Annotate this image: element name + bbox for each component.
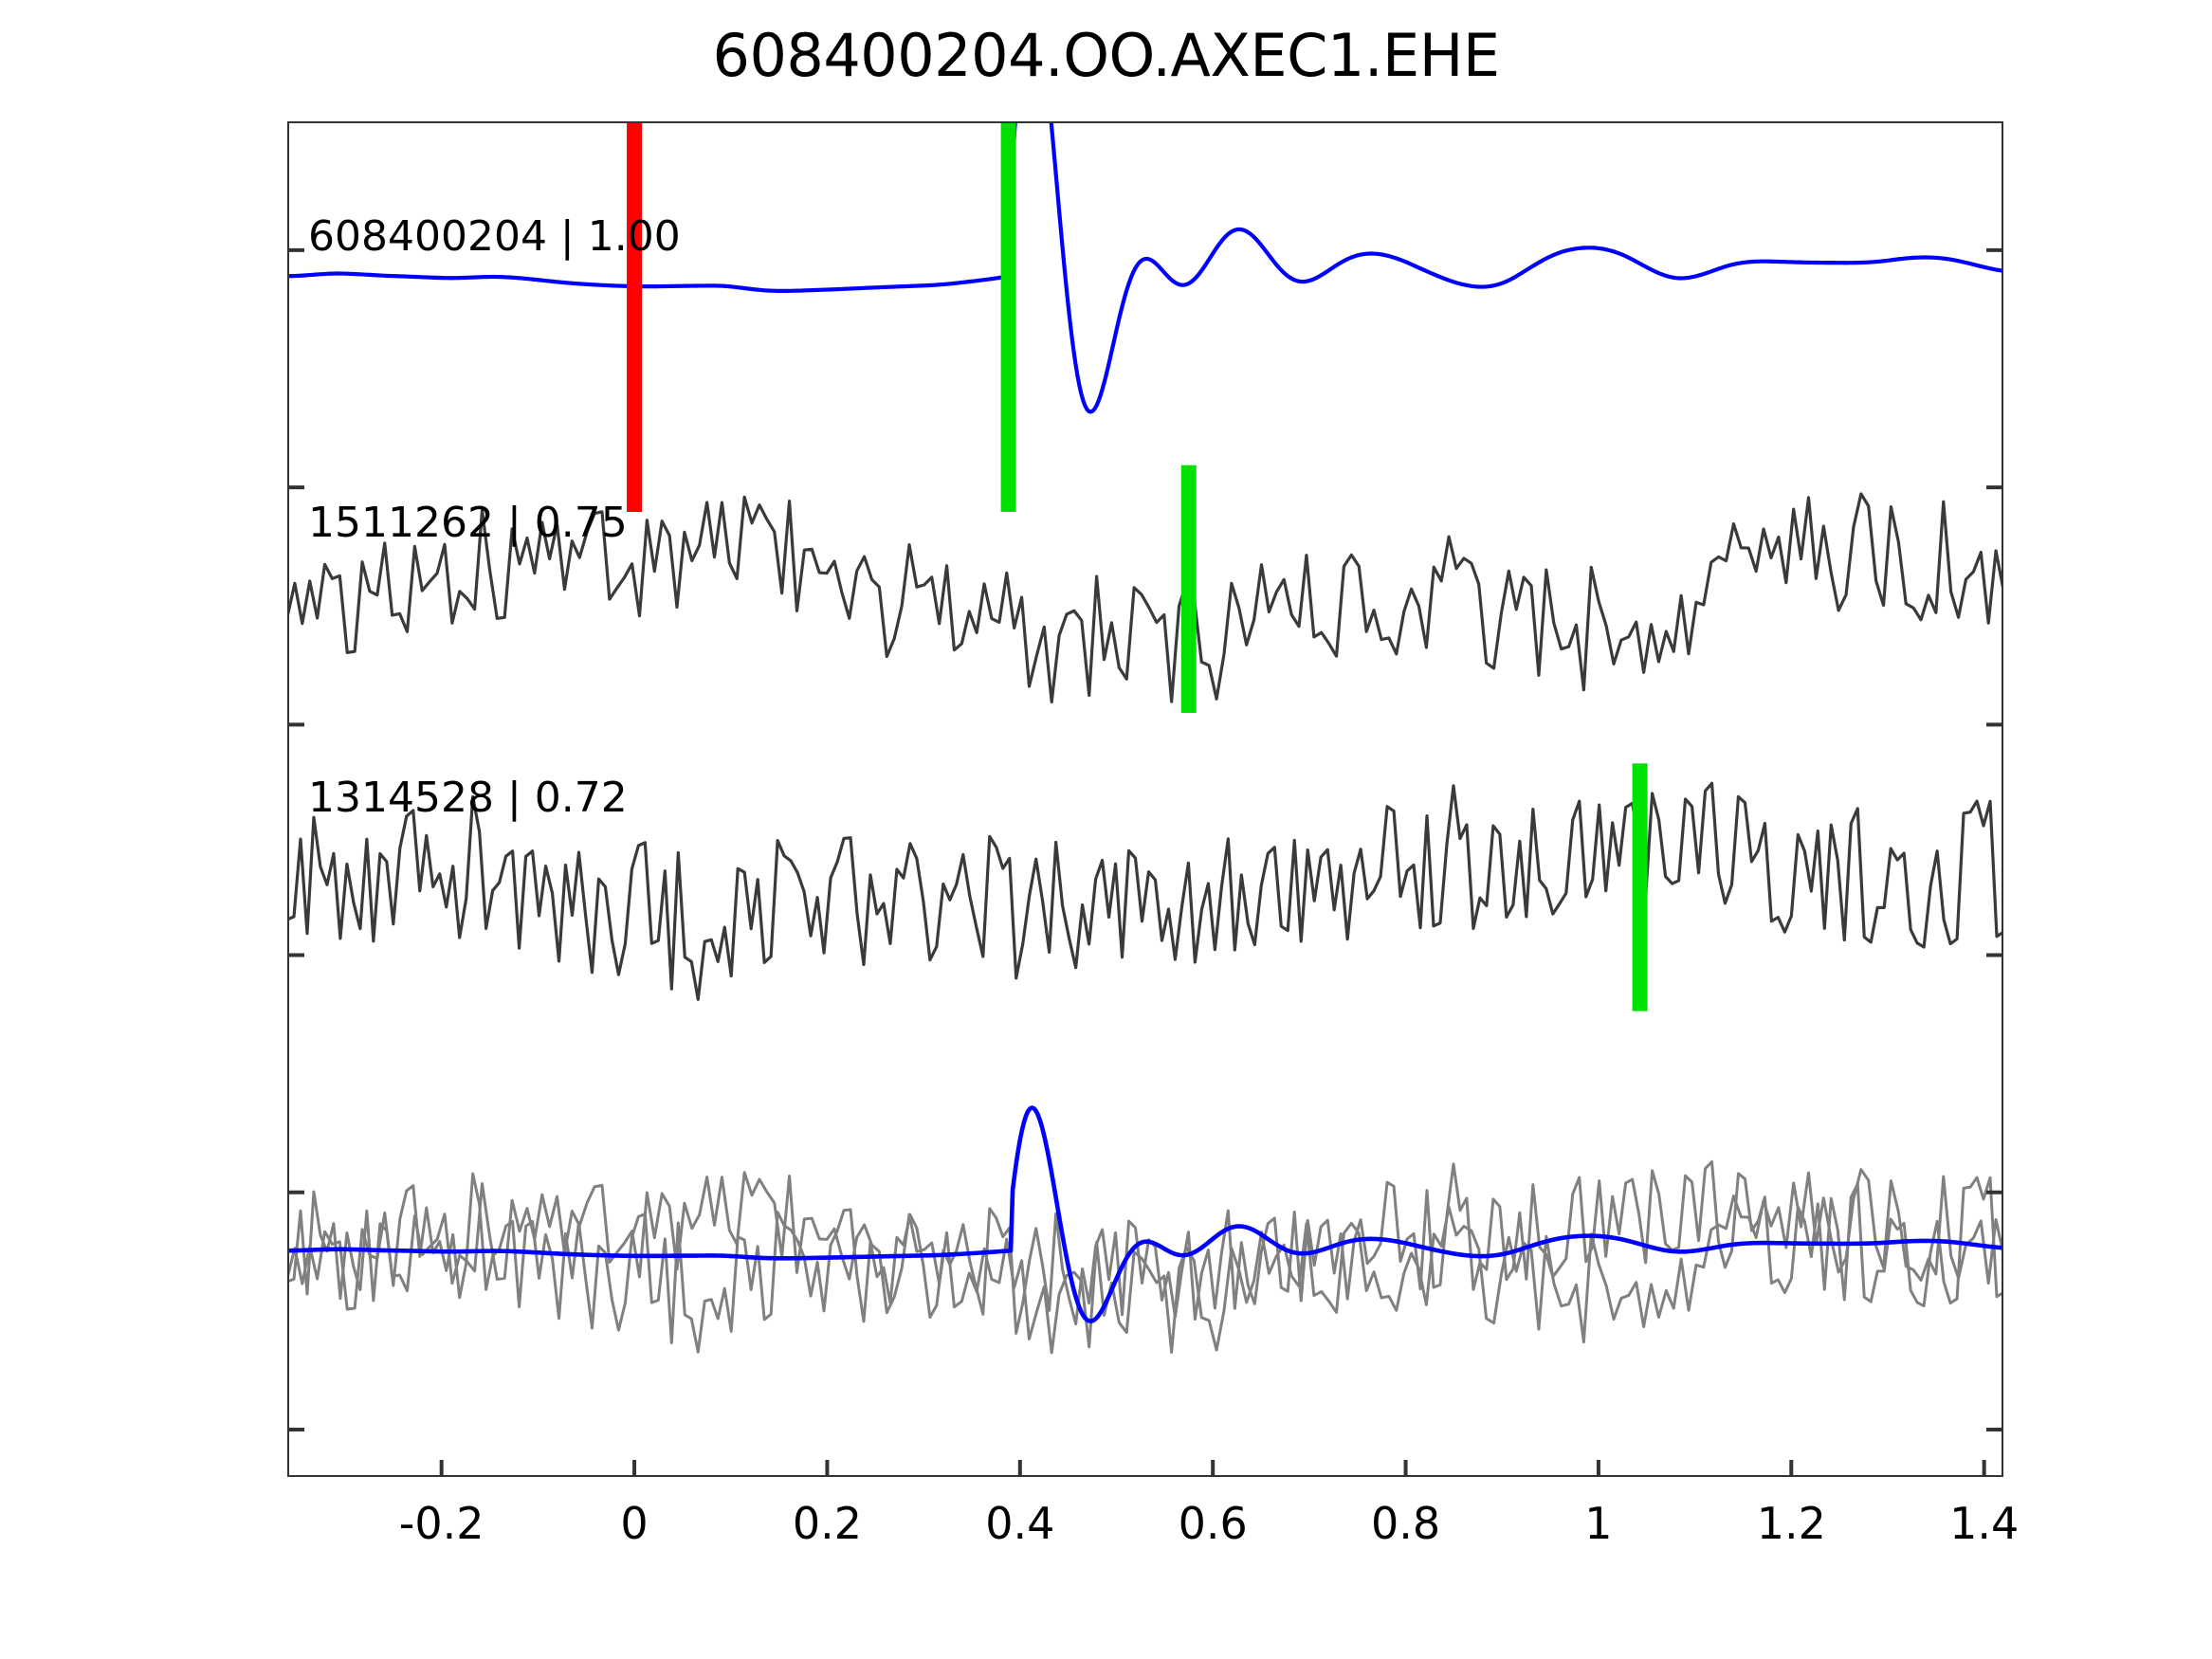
detection-pick-marker-1511262 bbox=[1180, 465, 1197, 713]
x-tick-label-7: 1.2 bbox=[1756, 1498, 1826, 1549]
waveform-trace-1511262 bbox=[287, 492, 2003, 704]
reference-pick-marker bbox=[627, 121, 643, 512]
x-tick-label-0: -0.2 bbox=[398, 1498, 484, 1549]
x-tick-label-6: 1 bbox=[1584, 1498, 1613, 1549]
x-tick-label-1: 0 bbox=[620, 1498, 649, 1549]
overlay-trace-1314528 bbox=[287, 1159, 2003, 1354]
detection-pick-marker-1314528 bbox=[1632, 763, 1648, 1012]
waveform-trace-1314528 bbox=[287, 781, 2003, 1001]
waveform-plot-svg bbox=[287, 121, 2003, 1477]
detection-pick-marker-608400204 bbox=[1000, 121, 1016, 512]
pick-markers-group bbox=[627, 121, 1648, 1012]
overlay-trace-608400204 bbox=[287, 1105, 2003, 1323]
page-title: 608400204.OO.AXEC1.EHE bbox=[712, 21, 1501, 90]
y-tick-marks bbox=[287, 247, 2003, 1431]
x-tick-label-8: 1.4 bbox=[1949, 1498, 2020, 1549]
waveform-trace-608400204 bbox=[287, 121, 2003, 414]
x-tick-label-4: 0.6 bbox=[1178, 1498, 1248, 1549]
x-axis-tick-labels: -0.2 0 0.2 0.4 0.6 0.8 1 1.2 1.4 bbox=[0, 1498, 2212, 1574]
trace-label-3: 1314528 | 0.72 bbox=[308, 774, 628, 822]
x-tick-label-2: 0.2 bbox=[792, 1498, 863, 1549]
trace-label-2: 1511262 | 0.75 bbox=[308, 499, 628, 547]
plot-background bbox=[287, 121, 2003, 1477]
axes-frame bbox=[287, 121, 2003, 1477]
traces-group bbox=[287, 121, 2003, 1355]
plot-area: 608400204 | 1.00 1511262 | 0.75 1314528 … bbox=[287, 121, 2003, 1477]
trace-label-1: 608400204 | 1.00 bbox=[308, 212, 681, 261]
x-tick-label-5: 0.8 bbox=[1370, 1498, 1441, 1549]
x-tick-marks bbox=[439, 1460, 1986, 1477]
x-tick-label-3: 0.4 bbox=[985, 1498, 1055, 1549]
